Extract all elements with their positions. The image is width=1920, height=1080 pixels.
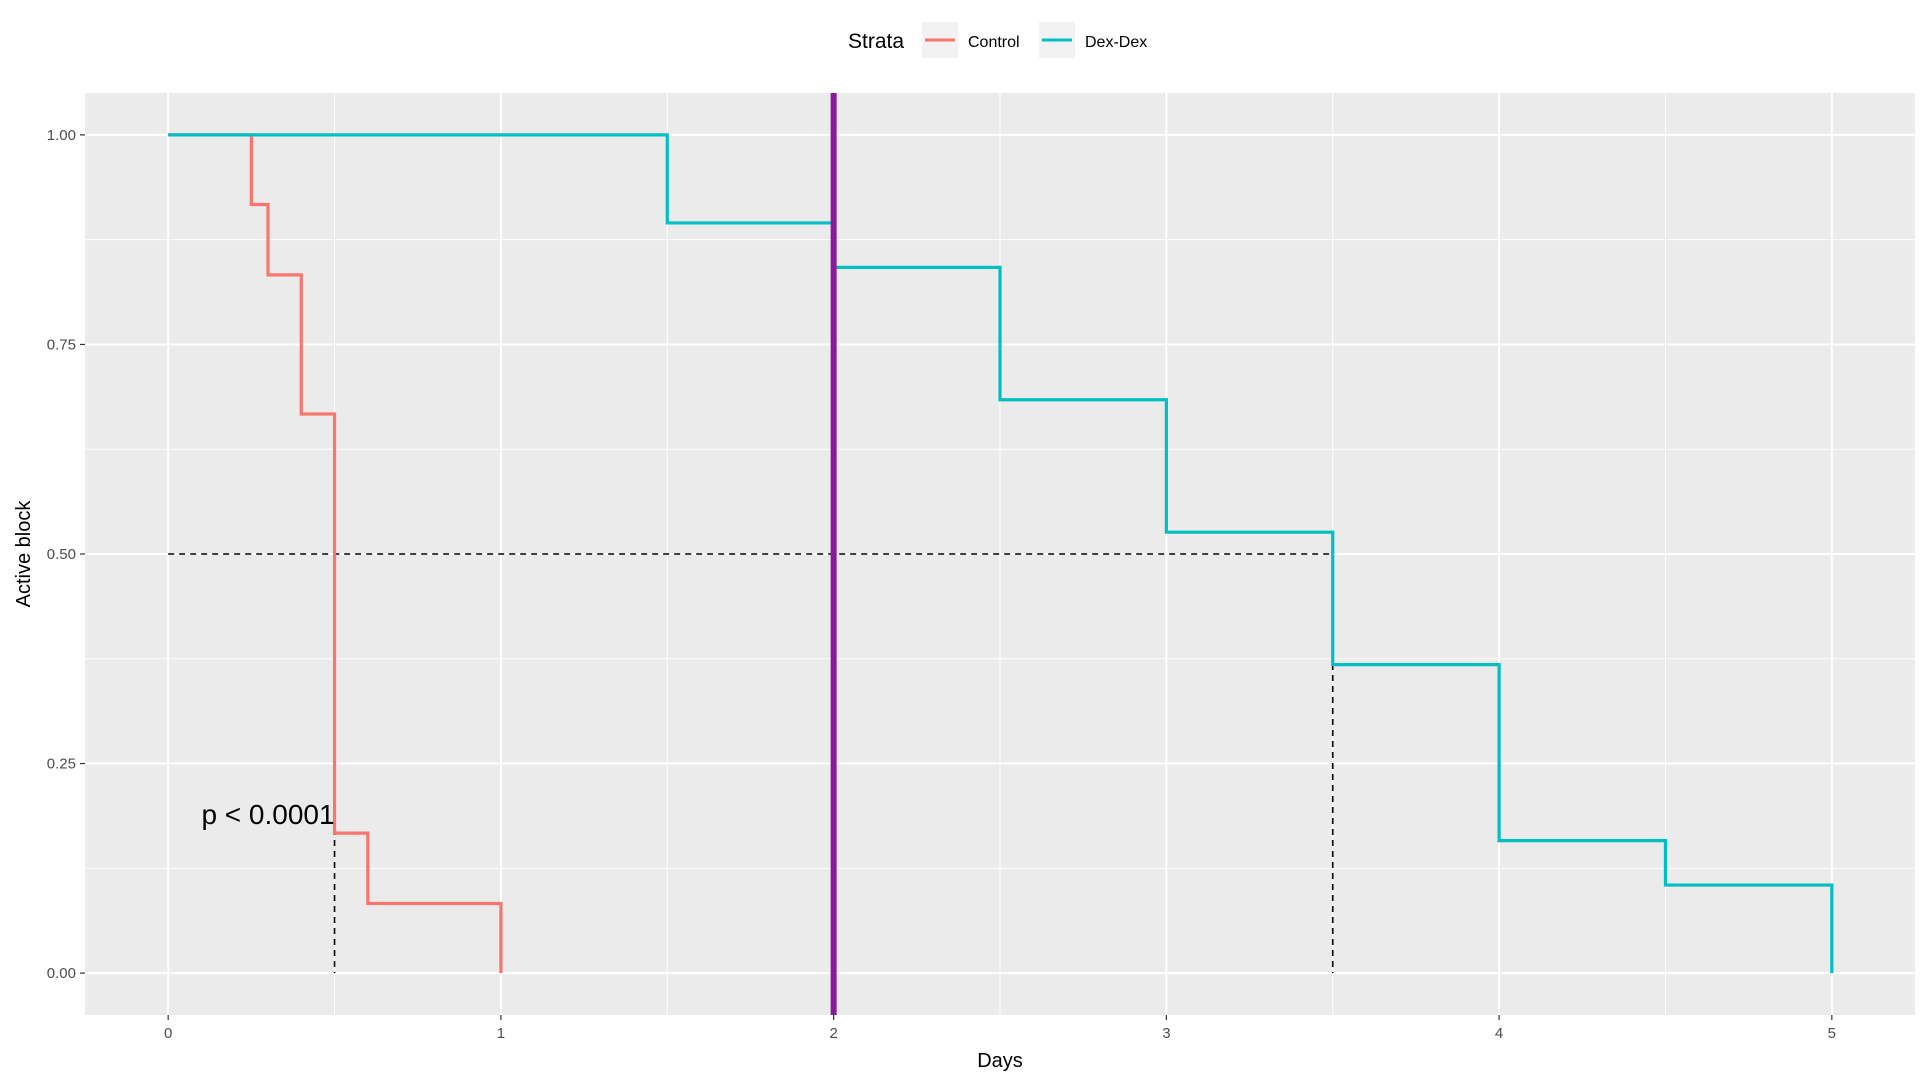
y-axis-title: Active block (13, 500, 35, 608)
x-tick-label: 0 (164, 1025, 172, 1042)
y-tick-label: 0.75 (47, 336, 76, 353)
x-axis-title: Days (977, 1050, 1023, 1072)
y-tick-label: 1.00 (47, 127, 76, 144)
series-line-control (168, 133, 503, 974)
y-tick-label: 0.25 (47, 756, 76, 773)
legend: Strata Control Dex-Dex (848, 22, 1147, 58)
x-tick-label: 5 (1828, 1025, 1836, 1042)
series-line-dex-dex (168, 133, 1834, 974)
legend-label-dexdex: Dex-Dex (1085, 34, 1147, 51)
x-axis: 0 1 2 3 4 5 (164, 1015, 1836, 1042)
legend-title: Strata (848, 30, 904, 53)
x-tick-label: 3 (1162, 1025, 1170, 1042)
series-layer (168, 133, 1834, 974)
y-tick-label: 0.50 (47, 546, 76, 563)
y-axis: 0.00 0.25 0.50 0.75 1.00 (47, 127, 85, 982)
legend-label-control: Control (968, 34, 1020, 51)
x-tick-label: 2 (829, 1025, 837, 1042)
p-value-annotation: p < 0.0001 (201, 799, 334, 830)
x-tick-label: 4 (1495, 1025, 1503, 1042)
x-tick-label: 1 (497, 1025, 505, 1042)
y-tick-label: 0.00 (47, 965, 76, 982)
